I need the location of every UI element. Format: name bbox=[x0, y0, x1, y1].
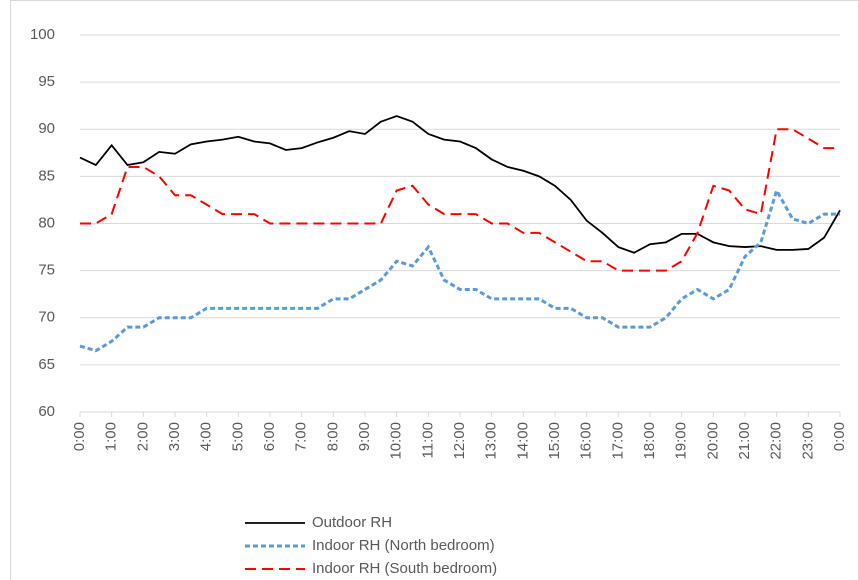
series-line bbox=[80, 128, 840, 272]
series-line bbox=[79, 186, 840, 353]
y-tick-label: 75 bbox=[38, 262, 55, 279]
x-tick-label: 1:00 bbox=[103, 422, 120, 451]
y-tick-label: 100 bbox=[30, 26, 55, 43]
x-tick-label: 19:00 bbox=[673, 422, 690, 460]
y-tick-label: 60 bbox=[38, 403, 55, 420]
x-tick-label: 14:00 bbox=[514, 422, 531, 460]
legend-label: Indoor RH (North bedroom) bbox=[312, 537, 495, 554]
x-tick-label: 8:00 bbox=[324, 422, 341, 451]
x-tick-label: 0:00 bbox=[831, 422, 848, 451]
x-tick-label: 9:00 bbox=[356, 422, 373, 451]
y-tick-label: 70 bbox=[38, 309, 55, 326]
x-tick-label: 4:00 bbox=[198, 422, 215, 451]
x-tick-label: 21:00 bbox=[736, 422, 753, 460]
x-tick-label: 15:00 bbox=[546, 422, 563, 460]
x-tick-label: 2:00 bbox=[134, 422, 151, 451]
y-tick-label: 85 bbox=[38, 167, 55, 184]
x-tick-label: 6:00 bbox=[261, 422, 278, 451]
y-tick-label: 65 bbox=[38, 356, 55, 373]
x-tick-label: 11:00 bbox=[419, 422, 436, 458]
chart-frame bbox=[10, 0, 859, 580]
x-tick-label: 20:00 bbox=[704, 422, 721, 460]
y-tick-label: 90 bbox=[38, 120, 55, 137]
legend-label: Indoor RH (South bedroom) bbox=[312, 560, 497, 577]
x-tick-label: 22:00 bbox=[768, 422, 785, 460]
x-tick-label: 5:00 bbox=[229, 422, 246, 451]
x-tick-label: 10:00 bbox=[388, 422, 405, 460]
x-tick-label: 17:00 bbox=[609, 422, 626, 460]
x-tick-label: 7:00 bbox=[293, 422, 310, 451]
y-tick-label: 80 bbox=[38, 214, 55, 231]
x-tick-label: 0:00 bbox=[71, 422, 88, 451]
legend-label: Outdoor RH bbox=[312, 514, 392, 531]
x-tick-label: 23:00 bbox=[799, 422, 816, 460]
x-tick-label: 13:00 bbox=[483, 422, 500, 460]
x-tick-label: 16:00 bbox=[578, 422, 595, 460]
y-tick-label: 95 bbox=[38, 73, 55, 90]
x-tick-label: 12:00 bbox=[451, 422, 468, 460]
x-tick-label: 3:00 bbox=[166, 422, 183, 451]
x-tick-label: 18:00 bbox=[641, 422, 658, 460]
series-line bbox=[79, 115, 841, 254]
